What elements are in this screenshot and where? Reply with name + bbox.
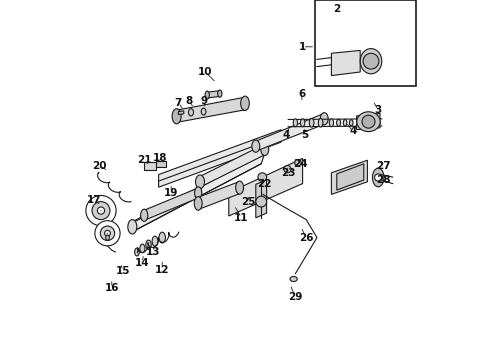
Polygon shape bbox=[256, 113, 324, 151]
Polygon shape bbox=[337, 164, 364, 190]
Circle shape bbox=[284, 166, 291, 173]
Circle shape bbox=[98, 207, 104, 214]
Text: 11: 11 bbox=[234, 213, 248, 223]
Circle shape bbox=[294, 159, 301, 166]
Text: 25: 25 bbox=[242, 197, 256, 207]
Ellipse shape bbox=[318, 118, 323, 127]
Text: 28: 28 bbox=[376, 175, 391, 185]
Ellipse shape bbox=[309, 118, 314, 127]
Ellipse shape bbox=[128, 220, 137, 234]
Ellipse shape bbox=[189, 109, 194, 116]
Polygon shape bbox=[178, 111, 184, 114]
Polygon shape bbox=[200, 144, 265, 187]
Ellipse shape bbox=[172, 109, 181, 124]
Text: 10: 10 bbox=[198, 67, 213, 77]
Ellipse shape bbox=[300, 119, 305, 127]
Polygon shape bbox=[256, 180, 267, 218]
Text: 19: 19 bbox=[164, 188, 178, 198]
Text: 27: 27 bbox=[376, 161, 391, 171]
Text: 24: 24 bbox=[294, 159, 308, 169]
Circle shape bbox=[374, 174, 382, 181]
Circle shape bbox=[104, 230, 110, 236]
Text: 8: 8 bbox=[186, 96, 193, 106]
Bar bbox=[156, 161, 166, 167]
Ellipse shape bbox=[140, 244, 145, 253]
Text: 5: 5 bbox=[301, 130, 308, 140]
Polygon shape bbox=[176, 97, 245, 122]
Ellipse shape bbox=[146, 240, 151, 249]
Polygon shape bbox=[144, 188, 198, 220]
Ellipse shape bbox=[218, 90, 222, 97]
Text: 4: 4 bbox=[283, 130, 290, 140]
Ellipse shape bbox=[106, 235, 109, 240]
Ellipse shape bbox=[152, 236, 158, 246]
Ellipse shape bbox=[349, 120, 353, 126]
Text: 20: 20 bbox=[92, 161, 106, 171]
Text: 14: 14 bbox=[135, 258, 150, 268]
Ellipse shape bbox=[196, 175, 204, 189]
Circle shape bbox=[100, 226, 115, 240]
Polygon shape bbox=[229, 158, 303, 216]
Ellipse shape bbox=[205, 91, 209, 99]
Ellipse shape bbox=[357, 112, 380, 131]
Text: 21: 21 bbox=[137, 155, 151, 165]
Ellipse shape bbox=[252, 140, 260, 152]
Text: 22: 22 bbox=[258, 179, 272, 189]
Ellipse shape bbox=[195, 187, 202, 199]
Text: 9: 9 bbox=[200, 96, 207, 106]
Ellipse shape bbox=[141, 209, 148, 221]
Ellipse shape bbox=[135, 248, 139, 256]
Bar bbox=[315, 0, 416, 86]
Polygon shape bbox=[357, 113, 380, 130]
Ellipse shape bbox=[159, 232, 166, 243]
Polygon shape bbox=[159, 130, 281, 187]
Text: 18: 18 bbox=[153, 153, 168, 163]
Ellipse shape bbox=[236, 181, 244, 194]
Ellipse shape bbox=[337, 119, 341, 126]
Ellipse shape bbox=[372, 168, 384, 187]
Polygon shape bbox=[198, 181, 240, 210]
Ellipse shape bbox=[360, 49, 382, 74]
Polygon shape bbox=[331, 50, 360, 76]
Text: 6: 6 bbox=[298, 89, 305, 99]
Bar bbox=[144, 162, 156, 170]
Ellipse shape bbox=[194, 197, 202, 210]
Ellipse shape bbox=[290, 276, 297, 282]
Ellipse shape bbox=[343, 120, 347, 126]
Text: 13: 13 bbox=[146, 247, 160, 257]
Text: 1: 1 bbox=[299, 42, 306, 52]
Ellipse shape bbox=[201, 108, 206, 115]
Circle shape bbox=[258, 173, 267, 181]
Circle shape bbox=[362, 115, 375, 128]
Text: 7: 7 bbox=[175, 98, 182, 108]
Ellipse shape bbox=[320, 113, 328, 125]
Text: 16: 16 bbox=[104, 283, 119, 293]
Text: 15: 15 bbox=[115, 266, 130, 276]
Text: 4: 4 bbox=[349, 126, 357, 136]
Text: 26: 26 bbox=[299, 233, 314, 243]
Circle shape bbox=[256, 196, 267, 207]
Text: 29: 29 bbox=[288, 292, 303, 302]
Ellipse shape bbox=[261, 143, 269, 156]
Text: 12: 12 bbox=[155, 265, 170, 275]
Circle shape bbox=[86, 195, 116, 226]
Text: 23: 23 bbox=[281, 168, 295, 178]
Text: 17: 17 bbox=[87, 195, 101, 205]
Text: 2: 2 bbox=[333, 4, 341, 14]
Circle shape bbox=[95, 221, 120, 246]
Polygon shape bbox=[207, 91, 220, 98]
Text: 3: 3 bbox=[374, 105, 382, 115]
Polygon shape bbox=[132, 153, 265, 232]
Ellipse shape bbox=[329, 119, 334, 127]
Circle shape bbox=[363, 53, 379, 69]
Circle shape bbox=[92, 202, 110, 220]
Polygon shape bbox=[331, 160, 368, 194]
Ellipse shape bbox=[241, 96, 249, 111]
Ellipse shape bbox=[293, 119, 297, 127]
